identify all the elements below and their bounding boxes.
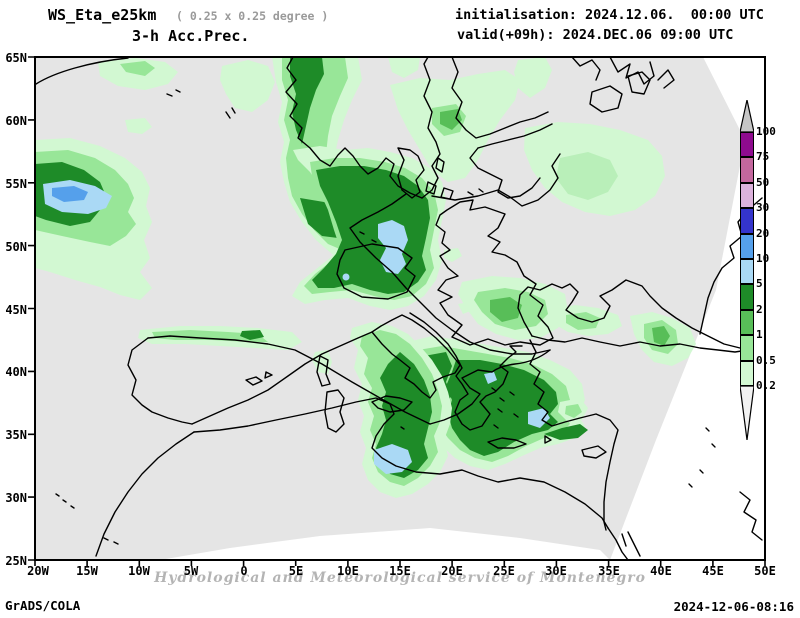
lon-label-10w: 10W <box>128 564 150 578</box>
cbar-label-5: 5 <box>756 277 763 291</box>
lat-label-60n: 60N <box>5 114 27 128</box>
model-title: WS_Eta_e25km <box>48 6 157 24</box>
colorbar-cell-50-75 <box>740 157 754 183</box>
colorbar-cell-2-5 <box>740 284 754 310</box>
colorbar-arrow-up-outline <box>740 100 754 132</box>
cbar-label-75: 75 <box>756 150 770 164</box>
lon-label-5w: 5W <box>183 564 199 578</box>
lat-label-30n: 30N <box>5 491 27 505</box>
lon-label-20e: 20E <box>441 564 463 578</box>
lon-label-30e: 30E <box>545 564 567 578</box>
lon-label-45e: 45E <box>702 564 724 578</box>
lon-label-25e: 25E <box>493 564 515 578</box>
cbar-label-100: 100 <box>756 125 776 138</box>
cbar-label-50: 50 <box>756 175 770 189</box>
valid-time: valid(+09h): 2024.DEC.06 09:00 UTC <box>457 27 734 43</box>
lon-label-40e: 40E <box>650 564 672 578</box>
lat-label-50n: 50N <box>5 240 27 254</box>
lat-label-55n: 55N <box>5 177 27 191</box>
axis-ticks <box>28 56 766 566</box>
cbar-label-02: 0.2 <box>756 379 776 392</box>
colorbar-cell-20-30 <box>740 208 754 234</box>
lon-label-10e: 10E <box>337 564 359 578</box>
cbar-label-30: 30 <box>756 201 770 215</box>
colorbar-arrow-down <box>740 386 754 440</box>
grads-credit: GrADS/COLA <box>5 598 81 613</box>
coastlines <box>35 57 763 560</box>
colorbar-cell-05-1 <box>740 335 754 361</box>
service-credit: Hydrological and Meteorological service … <box>154 570 646 586</box>
lon-label-0: 0 <box>240 564 248 578</box>
colorbar-cell-1-2 <box>740 309 754 336</box>
precip-colorbar: 100 75 50 30 20 10 5 2 1 0.5 0.2 <box>740 100 800 450</box>
colorbar-cell-75-100 <box>740 132 754 158</box>
lat-label-40n: 40N <box>5 365 27 379</box>
colorbar-arrow-down-outline <box>740 386 754 440</box>
lon-label-15e: 15E <box>389 564 411 578</box>
cbar-label-20: 20 <box>756 226 770 240</box>
lat-label-35n: 35N <box>5 428 27 442</box>
colorbar-cell-02-05 <box>740 360 754 386</box>
cbar-label-10: 10 <box>756 252 770 265</box>
colorbar-arrow-up <box>740 100 754 132</box>
product-title: 3-h Acc.Prec. <box>132 27 250 45</box>
lon-label-5e: 5E <box>288 564 304 578</box>
colorbar-cell-5-10 <box>740 259 754 285</box>
lat-label-65n: 65N <box>5 51 27 65</box>
run-timestamp: 2024-12-06-08:16 <box>673 599 794 614</box>
model-resolution: ( 0.25 x 0.25 degree ) <box>176 9 329 23</box>
cbar-label-05: 0.5 <box>756 353 776 367</box>
cbar-label-1: 1 <box>756 328 763 342</box>
lon-label-50e: 50E <box>754 564 776 578</box>
precip-shading <box>35 57 696 498</box>
colorbar-cell-30-50 <box>740 182 754 209</box>
colorbar-cell-10-20 <box>740 233 754 259</box>
lon-label-35e: 35E <box>598 564 620 578</box>
cbar-label-2: 2 <box>756 302 763 316</box>
domain-bottom-gap <box>160 528 610 560</box>
lat-label-25n: 25N <box>5 554 27 568</box>
lat-label-45n: 45N <box>5 303 27 317</box>
lon-label-20w: 20W <box>27 564 49 578</box>
lon-label-15w: 15W <box>76 564 98 578</box>
initialisation-time: initialisation: 2024.12.06. 00:00 UTC <box>455 7 764 23</box>
